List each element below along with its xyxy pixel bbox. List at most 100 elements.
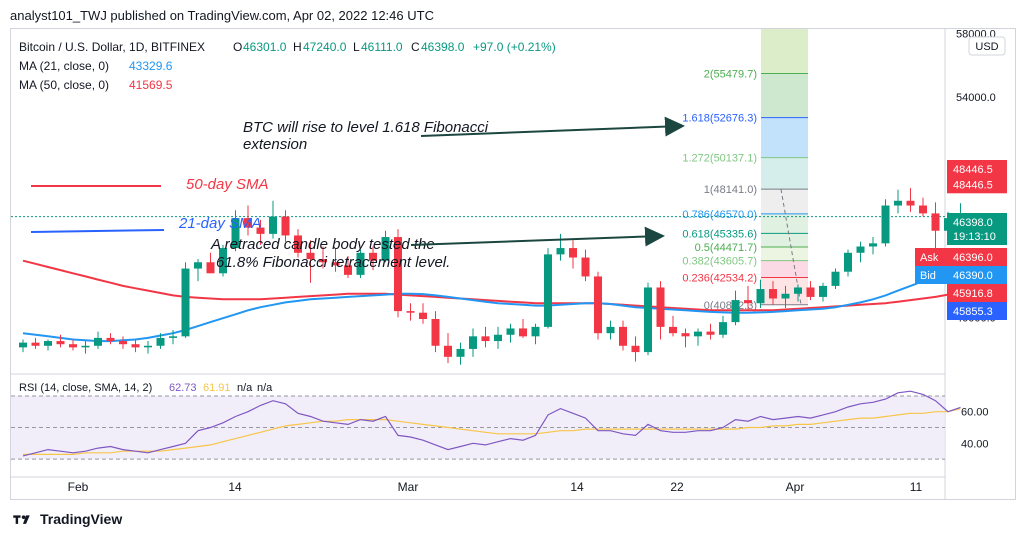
- publish-header: analyst101_TWJ published on TradingView.…: [10, 8, 434, 23]
- candle-body: [881, 205, 890, 244]
- candle-body: [694, 331, 702, 337]
- legend-ma21-value: 43329.6: [129, 59, 173, 73]
- retrace-annotation-line1: A retraced candle body tested the: [210, 236, 435, 253]
- sma21-annotation-label: 21-day SMA: [178, 215, 262, 232]
- price-tag: 48446.5: [947, 175, 1007, 194]
- sma21-annotation-line: [30, 229, 165, 233]
- candle-body: [394, 237, 402, 312]
- legend-l-label: L: [353, 40, 360, 54]
- candle-body: [344, 265, 352, 275]
- fib-trend-line: [780, 189, 802, 305]
- fib-level-label: 0.786(46570.0): [682, 209, 757, 221]
- candle-body: [606, 326, 615, 334]
- candle-body: [31, 342, 40, 346]
- price-tag-bg: [947, 284, 1007, 302]
- price-tag-value: 46398.0: [953, 217, 993, 229]
- rise-annotation-line2: extension: [243, 136, 307, 153]
- ma50-line: [22, 259, 961, 312]
- price-tag-value: 48446.5: [953, 164, 993, 176]
- price-tag-prefix: Ask: [920, 252, 939, 264]
- price-tag-bg: [947, 248, 1007, 266]
- candle-body: [206, 262, 215, 274]
- time-tick-label: Feb: [68, 480, 89, 494]
- candle-body: [756, 289, 765, 304]
- candle-body: [431, 318, 440, 346]
- rise-arrow: [420, 116, 685, 137]
- sma50-annotation-label: 50-day SMA: [186, 176, 269, 193]
- currency-button[interactable]: USD: [968, 36, 1006, 56]
- candle-body: [544, 254, 552, 327]
- fib-level-label: 1(48141.0): [704, 184, 757, 196]
- candle-body: [894, 200, 902, 206]
- candle-body: [306, 252, 315, 260]
- candle-body: [494, 334, 502, 342]
- candle-body: [469, 336, 477, 349]
- candle-body: [806, 287, 815, 297]
- price-tag-bg: [947, 160, 1007, 178]
- fib-level-label: 0.618(45335.6): [682, 228, 757, 240]
- candle-body: [619, 326, 627, 346]
- rsi-line: [22, 390, 961, 457]
- time-tick-label: Apr: [786, 480, 805, 494]
- legend-symbol: Bitcoin / U.S. Dollar, 1D, BITFINEX: [19, 40, 205, 54]
- candle-body: [481, 336, 490, 342]
- price-tag: Ask 46396.0: [915, 248, 1007, 266]
- candle-body: [294, 235, 302, 253]
- candle-body: [219, 248, 227, 274]
- legend-high: 47240.0: [303, 40, 347, 54]
- fib-level-label: 2(55479.7): [704, 68, 757, 80]
- price-tag: 45916.8: [947, 284, 1007, 302]
- fib-zone: [761, 117, 808, 158]
- candle-body: [44, 341, 52, 346]
- candle-body: [631, 345, 640, 353]
- rsi-legend-label: RSI (14, close, SMA, 14, 2): [19, 382, 152, 394]
- price-tag-bg: [947, 266, 1007, 284]
- currency-button-label[interactable]: USD: [975, 41, 998, 53]
- candle-body: [156, 337, 165, 346]
- fib-zone: [761, 29, 808, 74]
- candle-body: [844, 252, 852, 272]
- candle-body: [681, 333, 690, 337]
- candle-body: [869, 243, 877, 247]
- fib-zone: [761, 73, 808, 118]
- candle-body: [256, 227, 265, 234]
- fib-level-label: 0.382(43605.7): [682, 256, 757, 268]
- candle-body: [906, 200, 915, 206]
- candle-body: [669, 326, 677, 334]
- price-tag-bg: [947, 302, 1007, 320]
- tradingview-footer[interactable]: TradingView: [12, 511, 122, 527]
- rsi-legend-na1: n/a: [237, 382, 253, 394]
- candle-body: [56, 341, 65, 345]
- candle-body: [269, 216, 277, 234]
- candle-body: [94, 337, 102, 346]
- fib-zone: [761, 213, 808, 234]
- fib-zone: [761, 233, 808, 247]
- candle-body: [231, 218, 240, 249]
- candle-body: [656, 287, 665, 327]
- candle-body: [856, 246, 865, 253]
- price-tick-label: 54000.0: [956, 92, 996, 104]
- fib-level-label: 1.618(52676.3): [682, 113, 757, 125]
- legend-change: +97.0 (+0.21%): [473, 40, 556, 54]
- legend-c-label: C: [411, 40, 420, 54]
- price-tag-countdown: 19:13:10: [953, 231, 996, 243]
- fib-zone: [761, 260, 808, 278]
- candle-body: [381, 237, 390, 261]
- candle-body: [144, 345, 152, 348]
- fib-level-label: 0.5(44471.7): [695, 242, 757, 254]
- candle-body: [769, 289, 777, 299]
- chart-frame: 2(55479.7) 1.618(52676.3) 1.272(50137.1) 1(…: [10, 28, 1016, 500]
- price-tag-value: 45916.8: [953, 288, 993, 300]
- candle-body: [581, 257, 590, 277]
- fib-level-label: 0.236(42534.2): [682, 272, 757, 284]
- price-tag-prefix-bg: [915, 266, 949, 284]
- candle-body: [594, 276, 602, 334]
- candle-body: [356, 252, 365, 275]
- chart-canvas[interactable]: 2(55479.7) 1.618(52676.3) 1.272(50137.1) 1(…: [11, 29, 1015, 499]
- retrace-annotation-line2: 61.8% Fibonacci retracement level.: [216, 254, 450, 271]
- ma21-line: [22, 263, 961, 343]
- rsi-legend-value: 62.73: [169, 382, 197, 394]
- price-tag-value: 46396.0: [953, 252, 993, 264]
- price-tag: 46398.0 19:13:10: [947, 213, 1007, 245]
- rsi-tick-label: 60.00: [961, 407, 989, 419]
